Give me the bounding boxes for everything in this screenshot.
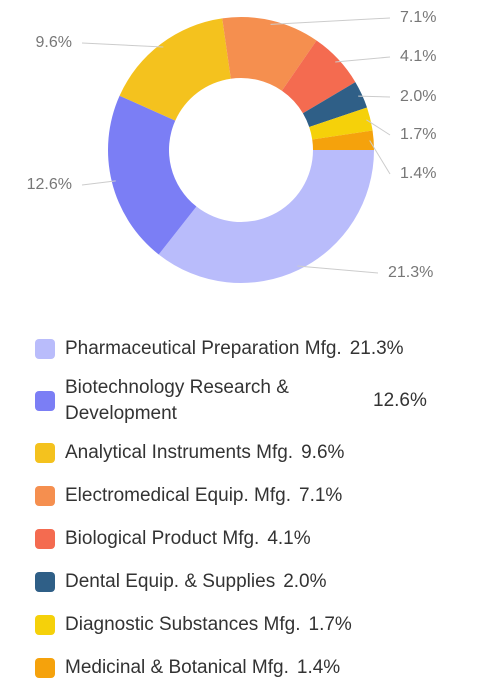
slice-label: 1.4% [400, 165, 436, 182]
slice [107, 95, 197, 255]
legend-swatch [35, 339, 55, 359]
slice [302, 82, 368, 127]
legend-item: Biotechnology Research & Development 12.6… [35, 375, 490, 427]
slice [312, 130, 374, 150]
legend-value: 4.1% [267, 528, 311, 549]
legend-item: Pharmaceutical Preparation Mfg. 21.3% [35, 332, 490, 366]
legend-value: 2.0% [283, 571, 327, 592]
legend-swatch [35, 615, 55, 635]
legend-item: Electromedical Equip. Mfg. 7.1% [35, 479, 490, 513]
legend-item: Medicinal & Botanical Mfg. 1.4% [35, 651, 490, 685]
chart: 21.3% 12.6% 9.6% 7.1% 4.1% 2.0% 1.7% 1.4% [27, 9, 436, 283]
legend: Pharmaceutical Preparation Mfg. 21.3% Biot… [35, 332, 490, 694]
leader-line [358, 95, 391, 98]
legend-label: Biological Product Mfg. [65, 528, 260, 549]
slice-label: 4.1% [400, 48, 436, 65]
leader-line [270, 17, 391, 25]
legend-swatch [35, 529, 55, 549]
slice [119, 18, 231, 121]
slice-label: 9.6% [36, 34, 72, 51]
leader-line [335, 56, 391, 63]
legend-item: Diagnostic Substances Mfg. 1.7% [35, 608, 490, 642]
legend-value: 7.1% [299, 485, 343, 506]
legend-label: Biotechnology Research & Development [65, 377, 289, 424]
legend-item: Biological Product Mfg. 4.1% [35, 522, 490, 556]
legend-label: Electromedical Equip. Mfg. [65, 485, 291, 506]
slice-label: 1.7% [400, 126, 436, 143]
slice [309, 107, 373, 140]
legend-item: Analytical Instruments Mfg. 9.6% [35, 436, 490, 470]
legend-swatch [35, 658, 55, 678]
legend-swatch [35, 572, 55, 592]
legend-value: 21.3% [349, 338, 404, 359]
legend-item: Dental Equip. & Supplies 2.0% [35, 565, 490, 599]
legend-label: Pharmaceutical Preparation Mfg. [65, 338, 342, 359]
legend-value: 12.6% [373, 390, 427, 411]
leader-line [81, 42, 164, 48]
slice [222, 16, 317, 91]
slice-label: 12.6% [27, 176, 72, 193]
legend-value: 9.6% [301, 442, 345, 463]
legend-swatch [35, 443, 55, 463]
legend-label: Analytical Instruments Mfg. [65, 442, 294, 463]
legend-label: Dental Equip. & Supplies [65, 571, 276, 592]
legend-value: 1.7% [308, 614, 352, 635]
legend-swatch [35, 391, 55, 411]
legend-swatch [35, 486, 55, 506]
legend-label: Medicinal & Botanical Mfg. [65, 657, 289, 678]
slice-label: 21.3% [388, 264, 433, 281]
legend-value: 1.4% [296, 657, 341, 678]
leader-line [366, 119, 391, 136]
slice [158, 150, 374, 283]
leader-line [369, 140, 391, 175]
leader-line [297, 265, 379, 274]
slice-label: 7.1% [400, 9, 436, 26]
slice [281, 40, 356, 114]
legend-label: Diagnostic Substances Mfg. [65, 614, 301, 635]
leader-line [81, 180, 116, 186]
slice-label: 2.0% [400, 88, 436, 105]
